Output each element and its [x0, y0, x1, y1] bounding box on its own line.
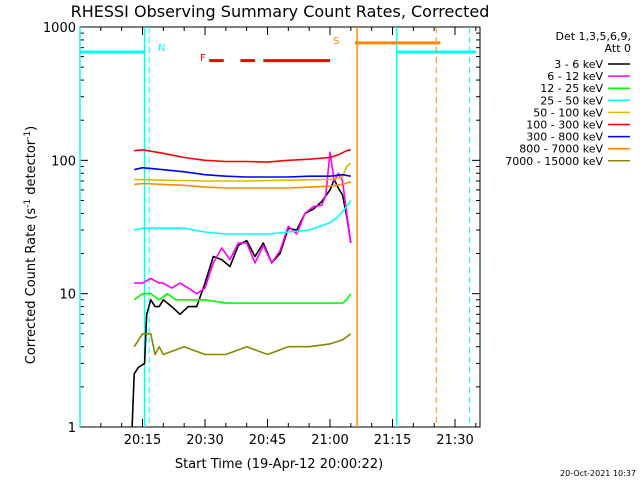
series-line-4: [134, 162, 352, 182]
x-tick-label: 20:30: [186, 433, 223, 448]
night-flag-label: N: [158, 43, 165, 54]
legend-label: 25 - 50 keV: [540, 94, 603, 107]
x-tick-label: 20:15: [124, 433, 161, 448]
legend-label: 3 - 6 keV: [554, 58, 603, 71]
saa-flag-label: S: [333, 36, 339, 47]
series-line-1: [134, 151, 352, 295]
series-line-6: [134, 166, 351, 178]
legend-label: 50 - 100 keV: [533, 106, 603, 119]
legend-label: 6 - 12 keV: [547, 70, 603, 83]
x-tick-label: 21:30: [436, 433, 473, 448]
legend-label: 7000 - 15000 keV: [505, 155, 603, 168]
axis-ticks: 1 10 100 1000 20:15 20:30 20:45 21:00 21:15 21:30: [43, 21, 480, 448]
series-line-5: [134, 149, 351, 163]
timestamp: 20-Oct-2021 10:37: [560, 469, 636, 478]
legend-label: 12 - 25 keV: [540, 82, 603, 95]
x-tick-label: 21:00: [311, 433, 348, 448]
legend-label: 300 - 800 keV: [526, 131, 603, 144]
legend-label: 800 - 7000 keV: [519, 143, 603, 156]
x-tick-label: 20:45: [249, 433, 286, 448]
chart-title: RHESSI Observing Summary Count Rates, Co…: [71, 2, 490, 21]
legend-title-attenuator: Att 0: [605, 42, 631, 55]
y-tick-label: 1000: [43, 21, 76, 36]
series-line-2: [133, 292, 352, 304]
series-line-8: [133, 332, 352, 356]
y-tick-label: 1: [68, 421, 76, 436]
y-tick-label: 10: [59, 288, 76, 303]
legend-title-detectors: Det 1,3,5,6,9,: [555, 30, 631, 43]
series-lines: [131, 149, 352, 428]
x-tick-label: 21:15: [374, 433, 411, 448]
x-axis-label: Start Time (19-Apr-12 20:00:22): [175, 457, 383, 472]
series-line-3: [134, 200, 352, 235]
legend-label: 100 - 300 keV: [526, 119, 603, 132]
y-tick-label: 100: [51, 154, 76, 169]
flare-flag-label: F: [200, 53, 206, 64]
y-axis-label: Corrected Count Rate (s-1 detector-1): [23, 126, 39, 364]
series-line-7: [134, 181, 352, 189]
